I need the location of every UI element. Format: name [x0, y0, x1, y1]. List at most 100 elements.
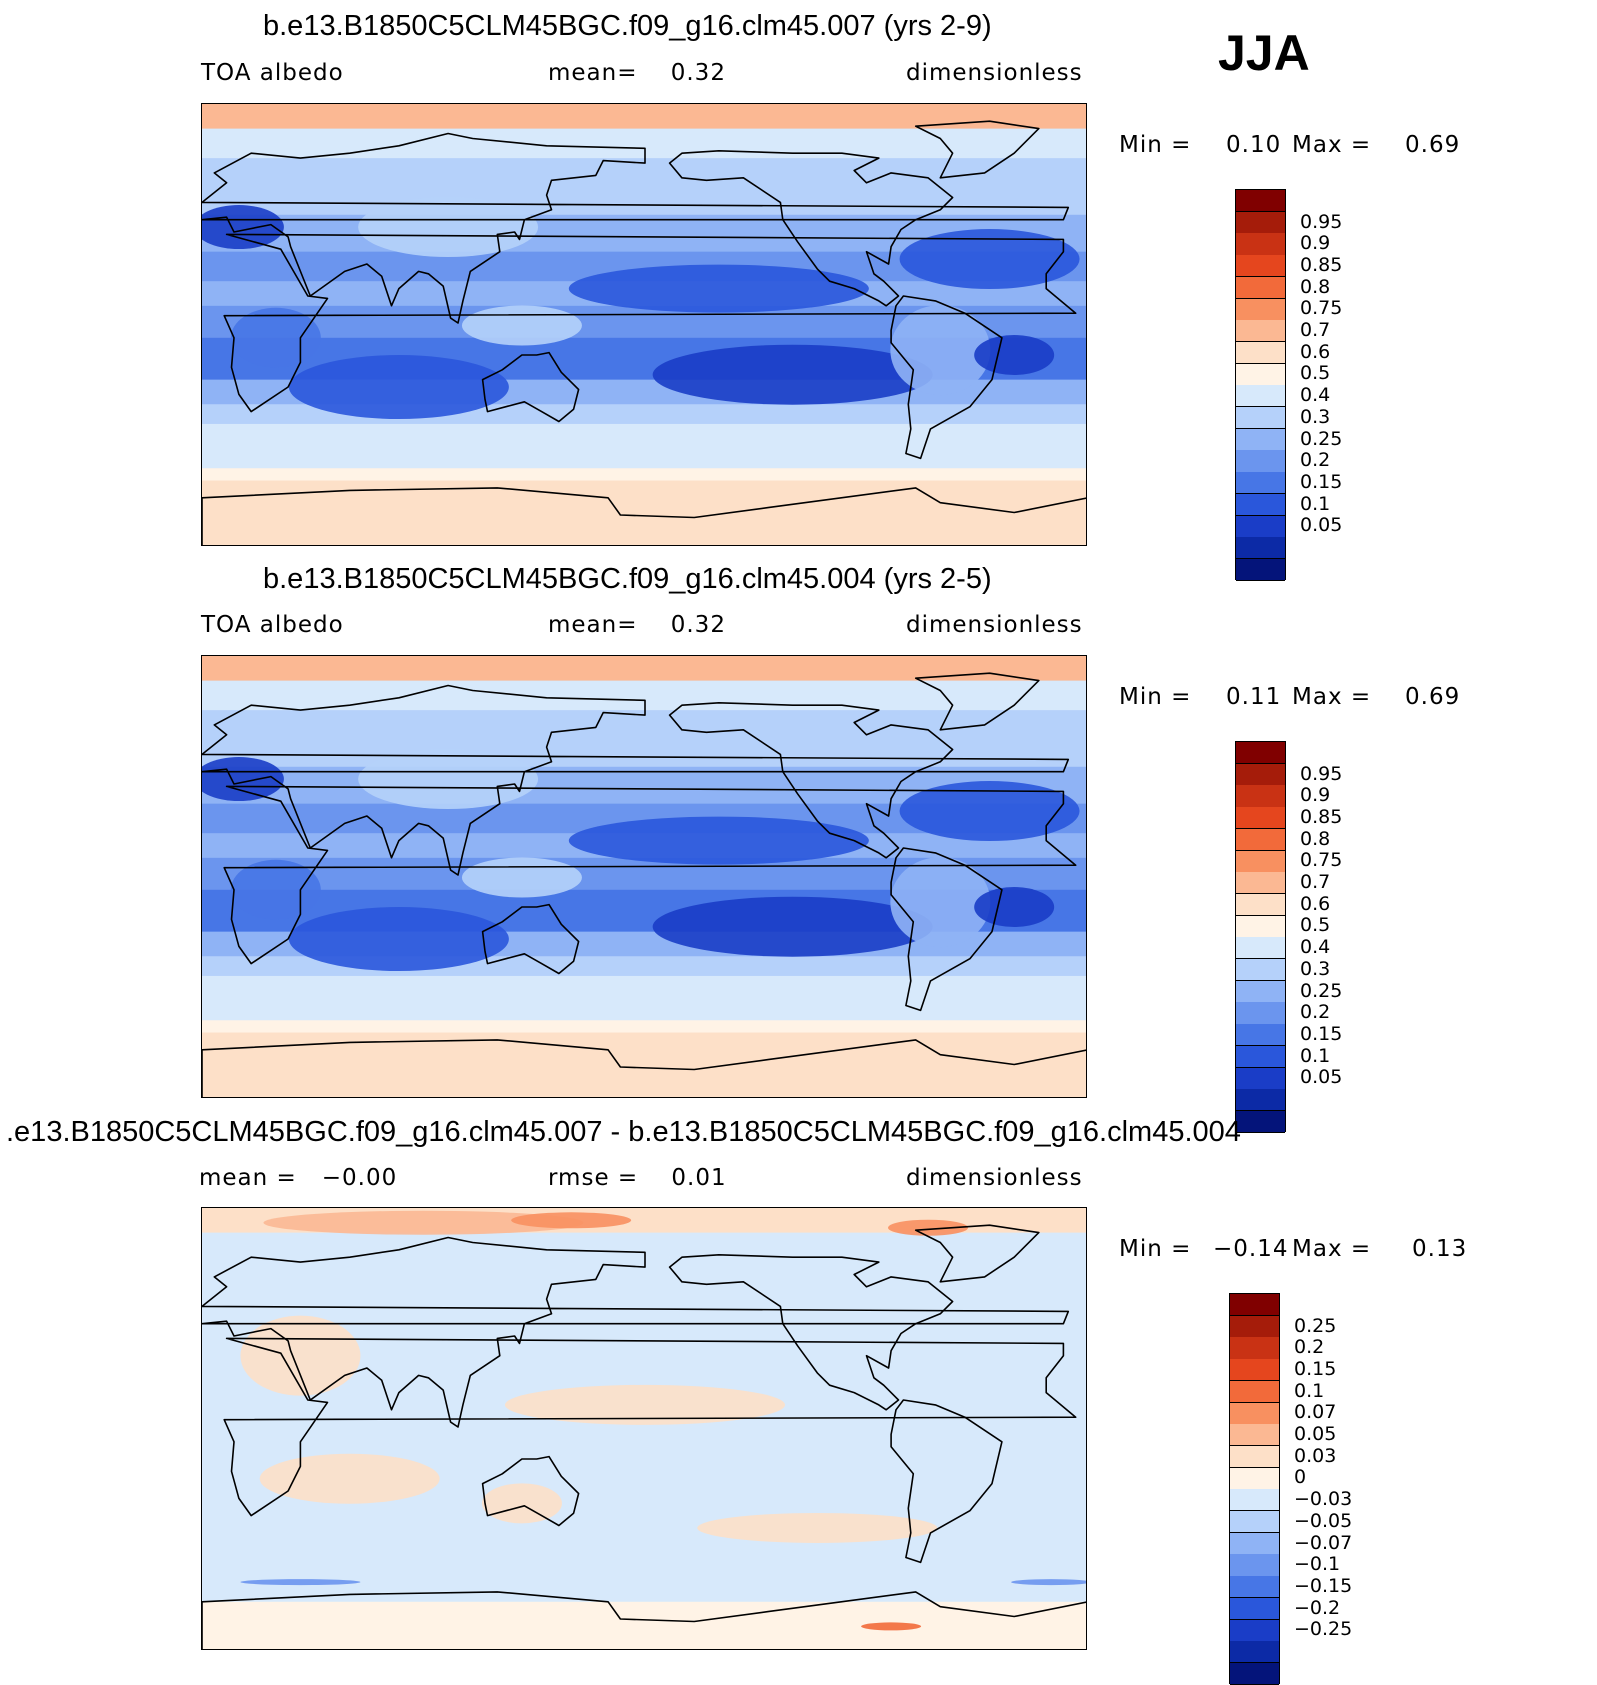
- colorbar-swatch: [1236, 341, 1285, 365]
- colorbar-swatch: [1236, 828, 1285, 851]
- field-band: [202, 423, 1086, 469]
- panel1-map: [201, 103, 1087, 546]
- colorbar-level-label: 0.2: [1300, 1001, 1331, 1024]
- field-feature: [288, 907, 509, 972]
- colorbar-swatch: [1230, 1662, 1279, 1685]
- coastline: [668, 1253, 954, 1411]
- panel3-units-label: dimensionless: [906, 1165, 1083, 1191]
- colorbar-level-label: 0.15: [1294, 1357, 1337, 1380]
- coastline: [223, 785, 1077, 965]
- colorbar-level-label: 0.1: [1294, 1379, 1325, 1402]
- panel2-mean-label: mean= 0.32: [548, 612, 726, 638]
- colorbar-swatch: [1230, 1315, 1279, 1338]
- panel3-max-label: Max =: [1292, 1236, 1372, 1262]
- colorbar-swatch: [1236, 1110, 1285, 1134]
- colorbar-level-label: 0.6: [1300, 892, 1331, 915]
- field-band: [202, 468, 1086, 482]
- map-field-features: [240, 1210, 1086, 1631]
- panel3-rmse-label: rmse = 0.01: [548, 1165, 727, 1191]
- panel2-title: b.e13.B1850C5CLM45BGC.f09_g16.clm45.004 …: [263, 563, 992, 595]
- colorbar-level-label: −0.1: [1294, 1553, 1341, 1576]
- coastline: [481, 1455, 580, 1527]
- colorbar-swatch: [1236, 211, 1285, 234]
- field-feature: [358, 197, 539, 258]
- colorbar-swatch: [1230, 1554, 1279, 1577]
- field-feature: [890, 857, 991, 948]
- colorbar-level-label: 0.8: [1300, 275, 1331, 298]
- colorbar-swatch: [1236, 190, 1285, 213]
- coastline: [202, 487, 1086, 545]
- coastline: [890, 1399, 1003, 1564]
- coastline: [223, 233, 1077, 413]
- coastline: [914, 1224, 1040, 1283]
- colorbar-level-label: 0.9: [1300, 232, 1331, 255]
- panel2-map: [201, 655, 1087, 1098]
- field-band: [202, 480, 1086, 545]
- colorbar-level-label: 0.1: [1300, 492, 1331, 515]
- field-feature: [230, 859, 321, 920]
- panel1-map-field: [202, 104, 1086, 545]
- colorbar-level-label: −0.07: [1294, 1531, 1353, 1554]
- panel1-title: b.e13.B1850C5CLM45BGC.f09_g16.clm45.007 …: [263, 10, 992, 42]
- colorbar-swatch: [1236, 785, 1285, 808]
- field-feature: [697, 1512, 938, 1543]
- colorbar-level-label: −0.2: [1294, 1596, 1341, 1619]
- panel2-units-label: dimensionless: [906, 612, 1083, 638]
- field-feature: [288, 355, 509, 420]
- colorbar-level-label: −0.25: [1294, 1618, 1353, 1641]
- colorbar-level-label: 0.03: [1294, 1444, 1337, 1467]
- colorbar-swatch: [1236, 537, 1285, 560]
- colorbar-swatch: [1236, 1089, 1285, 1112]
- panel3-mean-label: mean = −0.00: [199, 1165, 398, 1191]
- colorbar-level-label: 0.5: [1300, 362, 1331, 385]
- colorbar-swatch: [1236, 233, 1285, 256]
- coastline: [668, 149, 954, 307]
- field-feature: [652, 896, 933, 957]
- coastline: [223, 1337, 1077, 1517]
- field-feature: [888, 1219, 969, 1236]
- field-feature: [511, 1212, 632, 1229]
- colorbar-level-label: 0.4: [1300, 936, 1331, 959]
- field-feature: [263, 1210, 584, 1235]
- field-band: [202, 1020, 1086, 1034]
- panel1-max-label: Max =: [1292, 132, 1372, 158]
- field-feature: [568, 816, 869, 865]
- colorbar-level-label: 0.95: [1300, 762, 1343, 785]
- colorbar-swatch: [1236, 472, 1285, 495]
- map-coastlines: [202, 1224, 1086, 1649]
- colorbar-level-label: 0.1: [1300, 1044, 1331, 1067]
- field-feature: [652, 344, 933, 405]
- colorbar-level-label: −0.03: [1294, 1488, 1353, 1511]
- colorbar-swatch: [1236, 893, 1285, 917]
- colorbar-swatch: [1230, 1597, 1279, 1620]
- colorbar-swatch: [1230, 1402, 1279, 1425]
- colorbar-level-label: −0.05: [1294, 1509, 1353, 1532]
- colorbar-level-label: 0.25: [1300, 427, 1343, 450]
- colorbar-swatch: [1236, 1024, 1285, 1047]
- colorbar-swatch: [1236, 276, 1285, 299]
- colorbar-swatch: [1230, 1445, 1279, 1469]
- panel2-max-value: 0.69: [1405, 684, 1461, 710]
- panel2-map-field: [202, 656, 1086, 1097]
- colorbar-level-label: 0.95: [1300, 210, 1343, 233]
- colorbar-level-label: 0.05: [1294, 1423, 1337, 1446]
- coastline: [890, 847, 1003, 1012]
- field-feature: [568, 264, 869, 313]
- field-feature: [358, 749, 539, 810]
- colorbar-swatch: [1236, 493, 1285, 516]
- colorbar-swatch: [1236, 850, 1285, 873]
- colorbar-swatch: [1236, 255, 1285, 278]
- field-feature: [230, 307, 321, 368]
- field-feature: [899, 781, 1080, 842]
- panel1-mean-label: mean= 0.32: [548, 60, 726, 86]
- colorbar-swatch: [1236, 763, 1285, 786]
- colorbar-swatch: [1236, 407, 1285, 430]
- colorbar-swatch: [1236, 937, 1285, 960]
- colorbar-level-label: 0.85: [1300, 253, 1343, 276]
- colorbar-swatch: [1230, 1380, 1279, 1403]
- panel1-units-label: dimensionless: [906, 60, 1083, 86]
- field-feature: [240, 1579, 361, 1586]
- colorbar-swatch: [1236, 385, 1285, 408]
- colorbar-swatch: [1236, 428, 1285, 451]
- colorbar-swatch: [1236, 298, 1285, 321]
